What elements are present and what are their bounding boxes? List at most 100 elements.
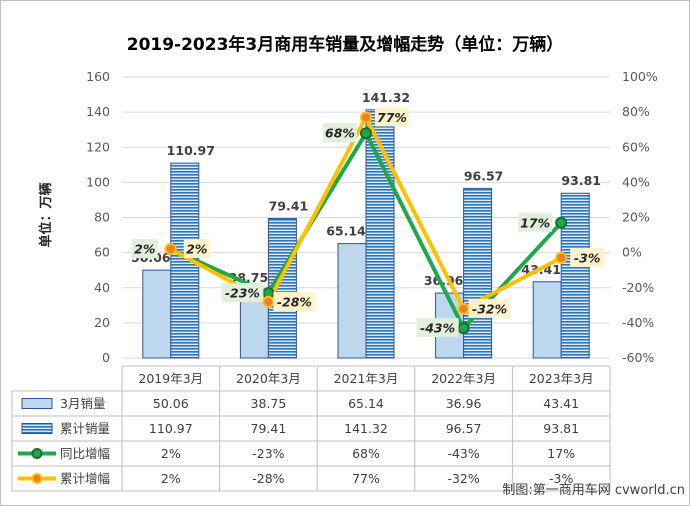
table-cell: 110.97 [149,421,193,436]
line-data-label: -28% [277,294,312,309]
table-cell: 79.41 [251,421,287,436]
x-tick-label: 2022年3月 [431,371,496,386]
y-tick-label: 60 [94,245,110,260]
bar [532,281,562,359]
y2-axis-ticks: -60% -40% -20% 0% 20% 40% 60% 80% 100% [622,69,658,365]
table-cell: -3% [549,471,573,486]
line-label-box [468,298,511,318]
bar [142,269,172,359]
lines: 2% -23% 68% -43% 17% 2% -28% 77% -32% -3% [131,107,605,338]
legend-entry: 累计销量 [60,421,110,436]
y-tick-label: 80 [94,210,110,225]
line-data-label: -23% [225,286,260,301]
line-data-label: 77% [377,110,407,125]
table-cell: 36.96 [446,396,482,411]
line-label-box [183,239,210,259]
bar [560,192,590,359]
bar [463,187,493,359]
line-point [457,322,470,335]
table-cell: -23% [252,446,284,461]
y-tick-label: 100 [86,174,110,189]
chart-title: 2019-2023年3月商用车销量及增幅走势（单位：万辆） [127,34,564,55]
line-label-box [221,283,264,303]
line-data-label: 68% [325,126,355,141]
line-data-label: -32% [472,301,507,316]
legend-entry: 累计增幅 [60,471,110,486]
y-tick-label: 20 [94,315,110,330]
table-cell: 77% [352,471,380,486]
bar-data-label: 93.81 [561,173,601,188]
bar [337,243,367,359]
source-credit: 制图:第一商用车网 cvworld.cn [502,482,685,498]
x-tick-label: 2020年3月 [236,371,301,386]
line-data-label: 2% [134,242,155,257]
legend-key-marker [31,473,43,484]
table-cell: 93.81 [543,421,579,436]
y2-tick-label: 60% [622,139,650,154]
x-tick-label: 2021年3月 [334,371,399,386]
line-label-box [416,318,459,338]
table-cell: 2% [161,471,181,486]
line-data-label: -3% [574,250,600,265]
line-point [555,251,568,264]
table-cell: 17% [547,446,575,461]
bars: 50.0638.7565.1436.9643.41110.9779.41141.… [131,90,601,359]
y2-tick-label: -40% [622,315,654,330]
bar-data-label: 96.57 [464,168,504,183]
table-cell: -43% [447,446,479,461]
x-tick-label: 2023年3月 [529,371,594,386]
line-label-box [518,212,553,232]
table-cell: 2% [161,446,181,461]
line-point [262,295,275,308]
y-axis-ticks: 0 20 40 60 80 100 120 140 160 [86,69,110,365]
bar-data-label: 36.96 [424,273,464,288]
bar-data-label: 110.97 [167,143,215,158]
table-cell: 96.57 [446,421,482,436]
line-label-box [323,123,357,143]
y2-tick-label: 0% [622,245,642,260]
table-cell: 38.75 [251,396,287,411]
line-label-box [570,247,605,267]
table-cell: 68% [352,446,380,461]
y2-tick-label: 20% [622,210,650,225]
table-cell: -28% [252,471,284,486]
bar [365,109,395,359]
line-label-box [375,107,409,127]
line-point [457,302,470,315]
y-tick-label: 120 [86,139,110,154]
table-cell: -32% [447,471,479,486]
y-tick-label: 160 [86,69,110,84]
line-data-label: -43% [420,321,455,336]
y-axis-label: 单位：万辆 [38,182,54,247]
bar-data-label: 141.32 [362,90,410,105]
y2-tick-label: 100% [622,69,658,84]
line-label-box [131,239,158,259]
table-cell: 50.06 [153,396,189,411]
x-tick-label: 2019年3月 [138,371,203,386]
table-cell: 141.32 [344,421,388,436]
legend-entry: 3月销量 [60,396,105,411]
bar-data-label: 65.14 [326,224,366,239]
bar-data-label: 79.41 [269,199,309,214]
line-point [360,111,372,124]
line-point [164,243,177,256]
legend-key [21,423,53,434]
y2-tick-label: 40% [622,174,650,189]
y-tick-label: 140 [86,104,110,119]
y-tick-label: 0 [102,350,110,365]
line-data-label: 2% [186,242,207,257]
line-point [360,127,372,140]
line-data-label: 17% [520,215,550,230]
table-cell: 65.14 [348,396,384,411]
line-label-box [273,291,316,311]
line-point [555,216,568,229]
legend-key [21,398,53,409]
legend-key-marker [31,448,43,459]
table-cell: 43.41 [543,396,579,411]
legend-entry: 同比增幅 [60,446,110,461]
y2-tick-label: 80% [622,104,650,119]
data-table: 2019年3月 2020年3月 2021年3月 2022年3月 2023年3月 3月销量 5… [11,365,611,492]
y2-tick-label: -20% [622,280,654,295]
y2-tick-label: -60% [622,350,654,365]
